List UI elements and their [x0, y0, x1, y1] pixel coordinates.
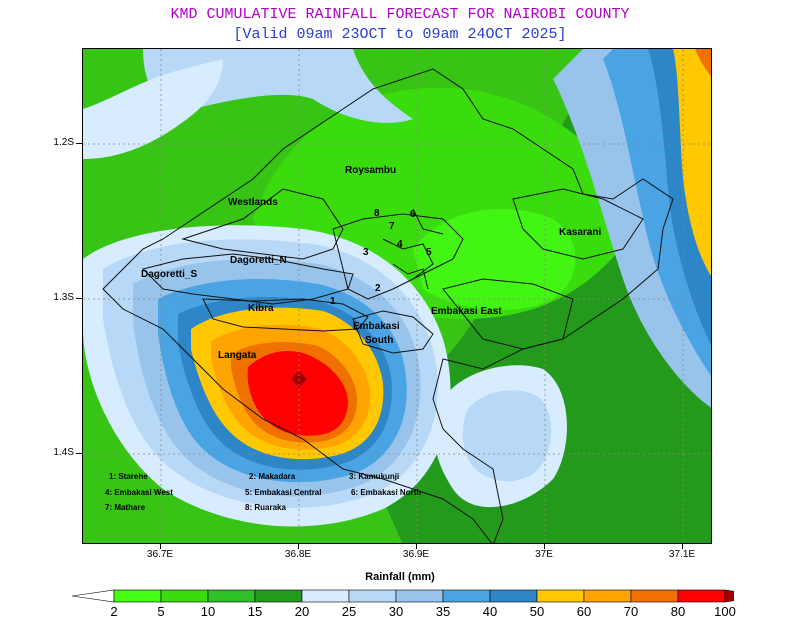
legend-key-3: 3: Kamukunji	[349, 472, 399, 481]
label-num-5: 5	[426, 247, 432, 258]
y-tick-mark	[76, 453, 82, 454]
colorbar-level-label: 10	[200, 604, 216, 619]
legend-key-7: 7: Mathare	[105, 503, 146, 512]
constituency-internal-1	[382, 238, 434, 280]
constituency-internal-2	[392, 263, 429, 290]
x-tick-mark	[298, 544, 299, 549]
x-tick-label: 36.8E	[284, 549, 312, 560]
y-tick-mark	[76, 143, 82, 144]
label-kasarani: Kasarani	[559, 227, 601, 238]
label-num-7: 7	[389, 221, 395, 232]
legend-key-4: 4: Embakasi West	[105, 488, 173, 497]
colorbar-under-arrow	[71, 589, 115, 603]
map-title: KMD CUMULATIVE RAINFALL FORECAST FOR NAI…	[170, 6, 630, 23]
kibra-boundary	[202, 298, 369, 332]
y-tick-mark	[76, 298, 82, 299]
legend-key-1: 1: Starehe	[109, 472, 148, 481]
x-tick-mark	[682, 544, 683, 549]
y-tick-label: 1.3S	[53, 292, 74, 303]
colorbar-level-label: 15	[247, 604, 263, 619]
colorbar-over-arrow	[724, 589, 734, 603]
field-northwest-light	[83, 59, 223, 159]
x-tick-mark	[544, 544, 545, 549]
colorbar-segment	[207, 589, 256, 603]
label-dagoretti-s: Dagoretti_S	[141, 269, 197, 280]
colorbar-segment	[395, 589, 444, 603]
colorbar-level-label: 30	[388, 604, 404, 619]
colorbar-level-label: 2	[110, 604, 118, 619]
rainfall-map: Roysambu Westlands Kasarani Dagoretti_S …	[82, 48, 712, 544]
county-outline	[102, 68, 674, 543]
colorbar-level-label: 70	[623, 604, 639, 619]
label-num-6: 6	[410, 209, 416, 220]
legend-key-2: 2: Makadara	[249, 472, 296, 481]
colorbar-segment	[677, 589, 726, 603]
label-roysambu: Roysambu	[345, 165, 396, 176]
westlands-boundary	[181, 188, 344, 260]
colorbar-title: Rainfall (mm)	[365, 571, 435, 583]
field-east-orange	[695, 49, 711, 77]
colorbar-level-label: 100	[714, 604, 736, 619]
label-num-1: 1	[330, 296, 336, 307]
y-tick-label: 1.2S	[53, 137, 74, 148]
label-num-4: 4	[397, 239, 403, 250]
label-langata: Langata	[218, 350, 257, 361]
colorbar-segment	[630, 589, 679, 603]
x-tick-label: 37.1E	[668, 549, 696, 560]
label-embakasi-east: Embakasi East	[431, 306, 502, 317]
colorbar-segment	[489, 589, 538, 603]
colorbar-level-label: 5	[157, 604, 165, 619]
county-boundaries	[102, 68, 674, 543]
colorbar-segment	[301, 589, 350, 603]
x-tick-mark	[416, 544, 417, 549]
colorbar-segment	[254, 589, 303, 603]
constituency-internal-3	[412, 208, 444, 235]
label-num-8: 8	[374, 208, 380, 219]
colorbar-level-label: 20	[294, 604, 310, 619]
legend-key-5: 5: Embakasi Central	[245, 488, 321, 497]
x-tick-label: 36.9E	[402, 549, 430, 560]
y-tick-label: 1.4S	[53, 447, 74, 458]
colorbar-segment	[113, 589, 162, 603]
label-embakasi-south-2: South	[365, 335, 393, 346]
colorbar-segment	[583, 589, 632, 603]
embakasi-south-boundary	[352, 310, 434, 354]
colorbar	[71, 589, 734, 603]
colorbar-level-label: 50	[529, 604, 545, 619]
label-kibra: Kibra	[248, 303, 274, 314]
map-subtitle: [Valid 09am 23OCT to 09am 24OCT 2025]	[233, 26, 567, 43]
label-dagoretti-n: Dagoretti_N	[230, 255, 287, 266]
label-num-3: 3	[363, 247, 369, 258]
label-num-2: 2	[375, 283, 381, 294]
colorbar-level-label: 60	[576, 604, 592, 619]
field-storm-ring-80	[247, 351, 348, 436]
colorbar-level-label: 80	[670, 604, 686, 619]
colorbar-level-label: 35	[435, 604, 451, 619]
field-southwest-green	[83, 429, 219, 543]
kasarani-boundary	[512, 188, 644, 260]
colorbar-segment	[160, 589, 209, 603]
x-tick-label: 36.7E	[146, 549, 174, 560]
field-east-yellow	[673, 49, 711, 276]
legend-key-6: 6: Embakasi North	[351, 488, 421, 497]
label-westlands: Westlands	[228, 197, 278, 208]
legend-key-8: 8: Ruaraka	[245, 503, 286, 512]
x-tick-label: 37E	[535, 549, 553, 560]
embakasi-east-boundary	[442, 278, 574, 350]
label-embakasi-south-1: Embakasi	[353, 321, 400, 332]
central-boundary	[332, 213, 464, 300]
x-tick-mark	[160, 544, 161, 549]
field-southeast-inner	[462, 390, 552, 482]
colorbar-segment	[348, 589, 397, 603]
grid-lines	[83, 49, 711, 543]
colorbar-level-label: 40	[482, 604, 498, 619]
colorbar-segment	[536, 589, 585, 603]
colorbar-level-label: 25	[341, 604, 357, 619]
colorbar-segment	[442, 589, 491, 603]
